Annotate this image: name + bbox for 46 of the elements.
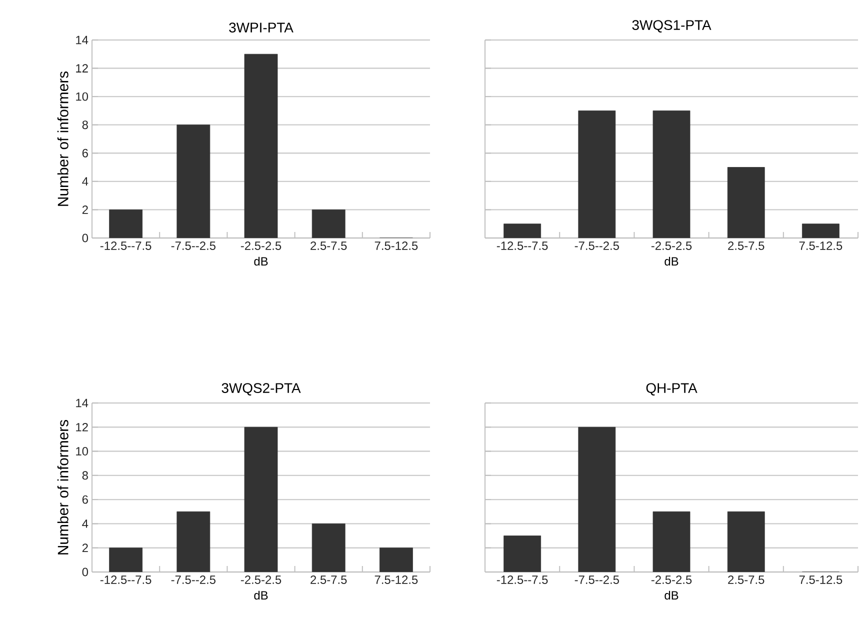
x-tick-label: -2.5-2.5 [651, 576, 692, 584]
y-tick-label: 2 [82, 206, 88, 214]
y-tick-label: 0 [82, 568, 88, 576]
x-tick-label: -7.5--2.5 [574, 242, 619, 250]
y-tick-label: 10 [76, 92, 88, 101]
x-tick-label: 2.5-7.5 [310, 242, 347, 250]
x-tick-label: -2.5-2.5 [240, 242, 282, 250]
y-tick-label: 12 [76, 64, 88, 72]
x-tick-label: -7.5--2.5 [171, 576, 216, 584]
x-tick-label: -12.5--7.5 [100, 242, 152, 250]
x-tick-label: 7.5-12.5 [374, 576, 418, 584]
x-tick-label: 2.5-7.5 [728, 242, 764, 250]
x-tick-label: 2.5-7.5 [728, 576, 764, 584]
y-tick-label: 8 [82, 120, 88, 130]
x-tick-label: 7.5-12.5 [374, 242, 418, 250]
y-tick-label: 14 [76, 398, 88, 408]
x-tick-label: -2.5-2.5 [240, 576, 282, 584]
x-tick-label: -12.5--7.5 [496, 242, 548, 250]
y-tick-label: 14 [76, 36, 88, 44]
x-tick-label: -7.5--2.5 [574, 576, 619, 584]
y-tick-label: 6 [82, 148, 88, 158]
y-tick-label: 10 [76, 447, 88, 456]
chart-title: 3WPI-PTA [229, 22, 294, 32]
chart-title: QH-PTA [646, 383, 698, 396]
x-tick-label: -7.5--2.5 [171, 242, 216, 250]
y-axis-title: Number of informers [57, 71, 68, 206]
y-tick-label: 6 [82, 495, 88, 504]
x-tick-label: -2.5-2.5 [651, 242, 692, 250]
x-axis-title: dB [254, 590, 268, 600]
chart-title: 3WQS1-PTA [632, 20, 712, 32]
y-tick-label: 4 [82, 520, 88, 528]
x-tick-label: -12.5--7.5 [496, 576, 548, 584]
y-axis-title: Number of informers [57, 420, 68, 554]
x-tick-label: -12.5--7.5 [100, 576, 152, 584]
x-axis-title: dB [664, 256, 678, 266]
x-tick-label: 7.5-12.5 [799, 576, 842, 584]
x-axis-title: dB [664, 590, 678, 600]
y-tick-label: 4 [82, 177, 88, 186]
y-tick-label: 8 [82, 471, 88, 480]
chart-title: 3WQS2-PTA [222, 383, 301, 396]
x-axis-title: dB [254, 256, 268, 266]
x-tick-label: 2.5-7.5 [310, 576, 347, 584]
y-tick-label: 2 [82, 544, 88, 552]
y-tick-label: 0 [82, 234, 88, 242]
y-tick-label: 12 [76, 422, 88, 432]
x-tick-label: 7.5-12.5 [799, 242, 842, 250]
